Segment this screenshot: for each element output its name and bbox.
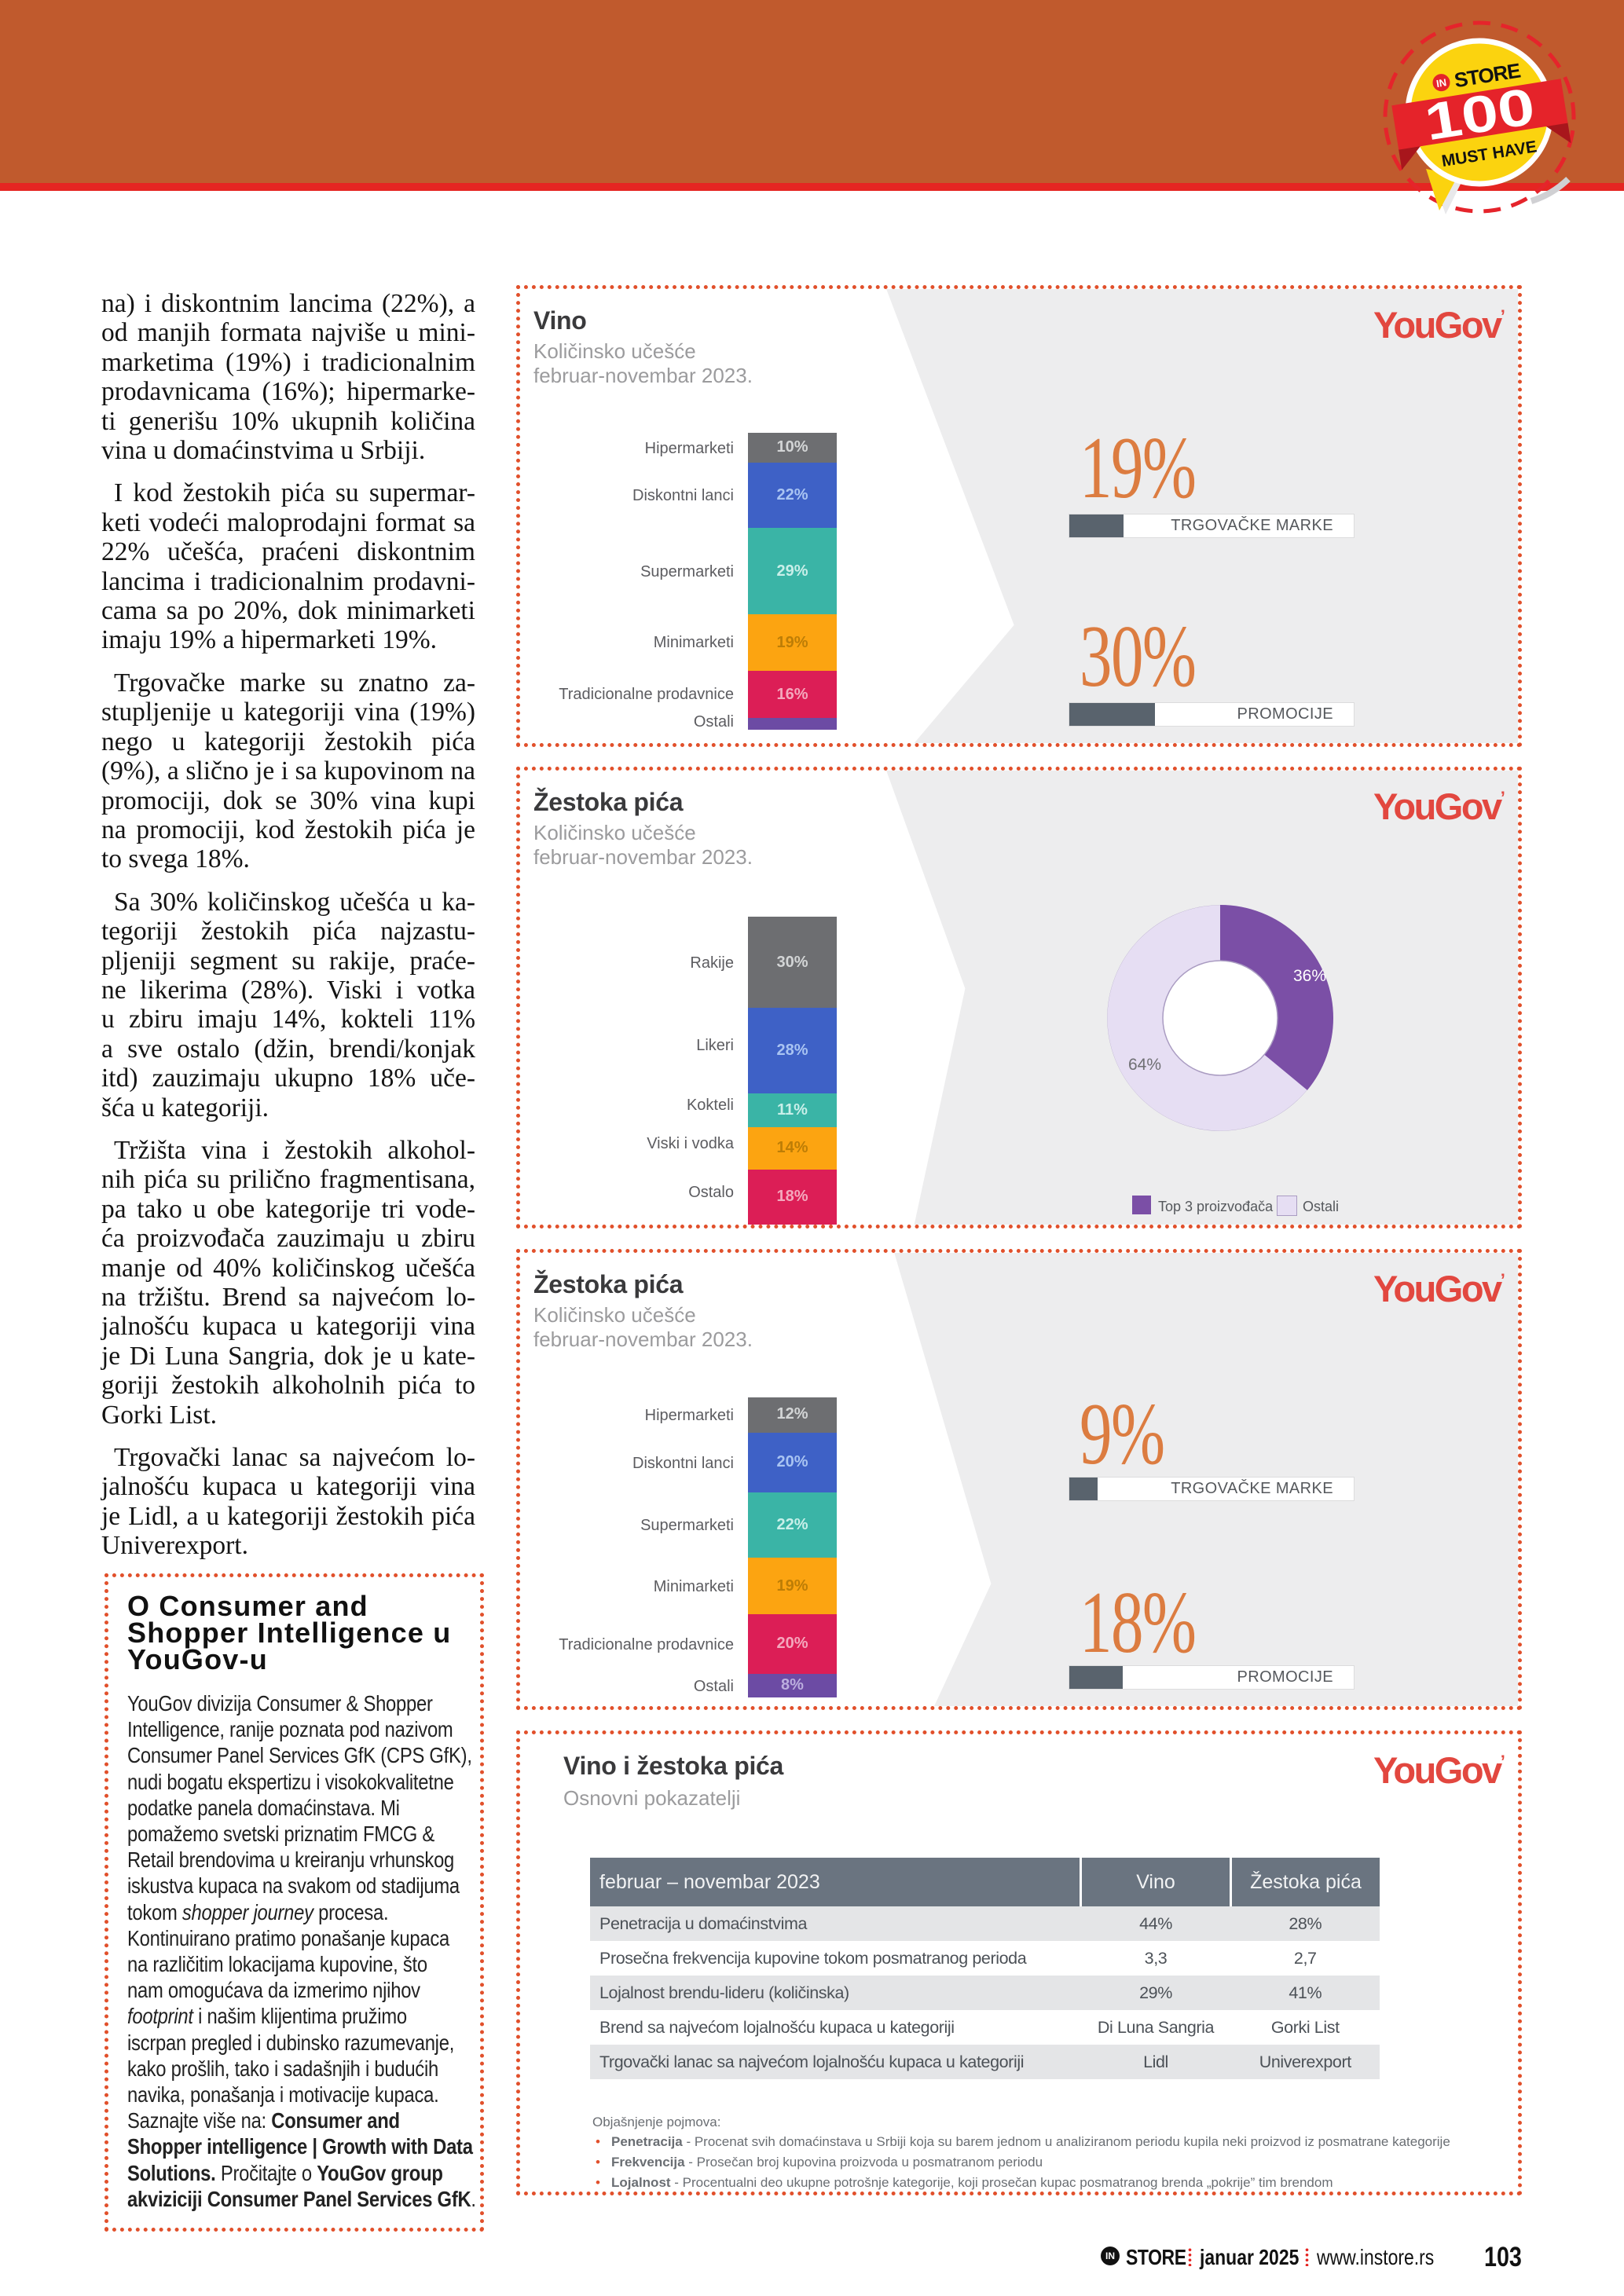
svg-text:64%: 64% [1128,1056,1161,1074]
svg-text:IN: IN [1435,76,1447,90]
svg-text:36%: 36% [1293,967,1326,985]
